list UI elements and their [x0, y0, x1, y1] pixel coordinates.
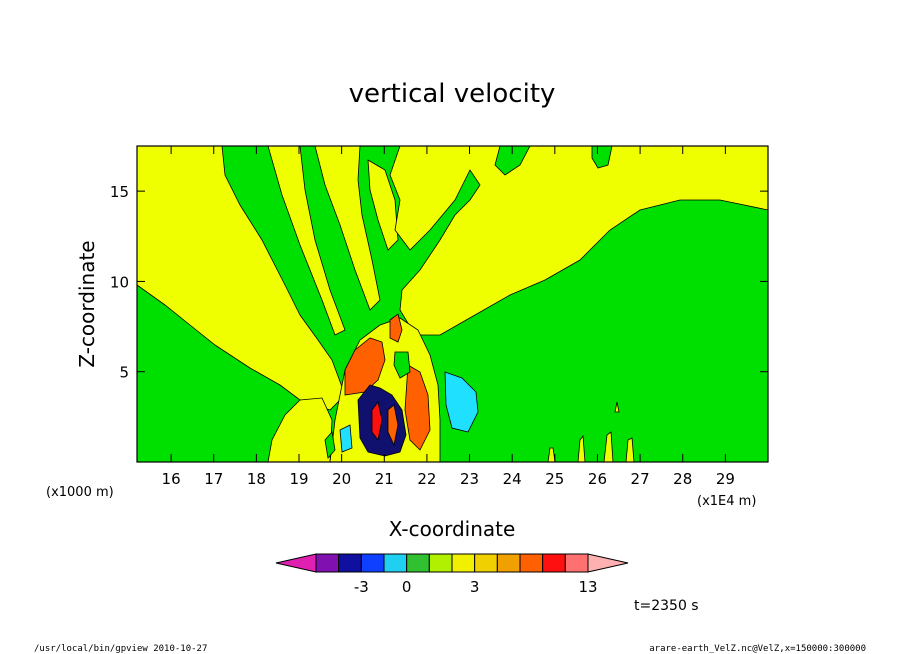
contour-region — [314, 146, 381, 311]
y-axis-ticks: 5 10 15 — [110, 183, 768, 382]
x-unit-left: (x1000 m) — [46, 485, 114, 500]
footer-right: arare-earth_VelZ.nc@VelZ,x=150000:300000 — [649, 644, 866, 654]
x-tick-label: 27 — [631, 470, 650, 488]
contour-region — [339, 424, 353, 453]
x-tick-label: 20 — [332, 470, 351, 488]
colorbar-swatch — [564, 553, 589, 573]
colorbar-swatch — [315, 553, 340, 573]
x-unit-right: (x1E4 m) — [697, 494, 756, 509]
colorbar-swatch — [519, 553, 544, 573]
contour-region — [367, 159, 399, 251]
x-tick-label: 25 — [545, 470, 564, 488]
contour-region — [387, 404, 399, 447]
contour-region — [404, 364, 431, 451]
colorbar-swatch — [338, 553, 362, 573]
x-tick-label: 22 — [417, 470, 436, 488]
x-tick-label: 19 — [289, 470, 308, 488]
contour-region — [614, 401, 620, 413]
contour-region — [444, 371, 479, 433]
contour-region — [577, 434, 586, 462]
y-tick-label: 10 — [110, 273, 129, 291]
contour-region — [625, 437, 635, 462]
y-tick-label: 5 — [119, 364, 129, 382]
y-tick-label: 15 — [110, 183, 129, 201]
colorbar-swatch — [474, 553, 498, 573]
colorbar-label: 3 — [470, 578, 480, 596]
x-axis-ticks: 16 17 18 19 20 21 22 23 24 25 26 27 28 29 — [162, 146, 735, 488]
x-tick-label: 23 — [460, 470, 479, 488]
x-tick-label: 16 — [162, 470, 181, 488]
colorbar-label: 0 — [402, 578, 412, 596]
contour-region — [267, 146, 346, 336]
footer-left: /usr/local/bin/gpview 2010-10-27 — [34, 644, 207, 654]
colorbar-swatch — [428, 553, 453, 573]
contour-region — [324, 431, 336, 459]
x-tick-label: 21 — [375, 470, 394, 488]
contour-region — [494, 146, 531, 176]
colorbar-label: -3 — [354, 578, 369, 596]
colorbar-swatch — [496, 553, 521, 573]
x-tick-label: 28 — [673, 470, 692, 488]
contour-region — [371, 401, 383, 441]
plot-frame — [136, 145, 769, 463]
colorbar-label: 13 — [578, 578, 597, 596]
contour-region — [389, 313, 403, 343]
colorbar-swatch — [383, 553, 408, 573]
x-tick-label: 29 — [716, 470, 735, 488]
x-axis-label: X-coordinate — [389, 517, 516, 541]
chart-title: vertical velocity — [349, 79, 556, 109]
colorbar-low-arrow — [275, 553, 317, 573]
colorbar-high-arrow — [587, 553, 629, 573]
x-tick-label: 26 — [588, 470, 607, 488]
contour-field — [137, 146, 768, 462]
colorbar-swatch — [451, 553, 476, 573]
colorbar-swatch — [542, 553, 566, 573]
colorbar: -3 0 3 13 — [275, 553, 629, 596]
x-tick-label: 24 — [503, 470, 522, 488]
colorbar-swatch — [360, 553, 385, 573]
contour-region — [389, 146, 768, 336]
time-label: t=2350 s — [634, 598, 699, 614]
contour-region — [393, 351, 411, 379]
x-tick-label: 17 — [204, 470, 223, 488]
contour-region — [547, 447, 556, 462]
colorbar-swatch — [406, 553, 430, 573]
y-axis-label: Z-coordinate — [75, 240, 99, 367]
x-tick-label: 18 — [247, 470, 266, 488]
contour-region — [603, 431, 614, 462]
